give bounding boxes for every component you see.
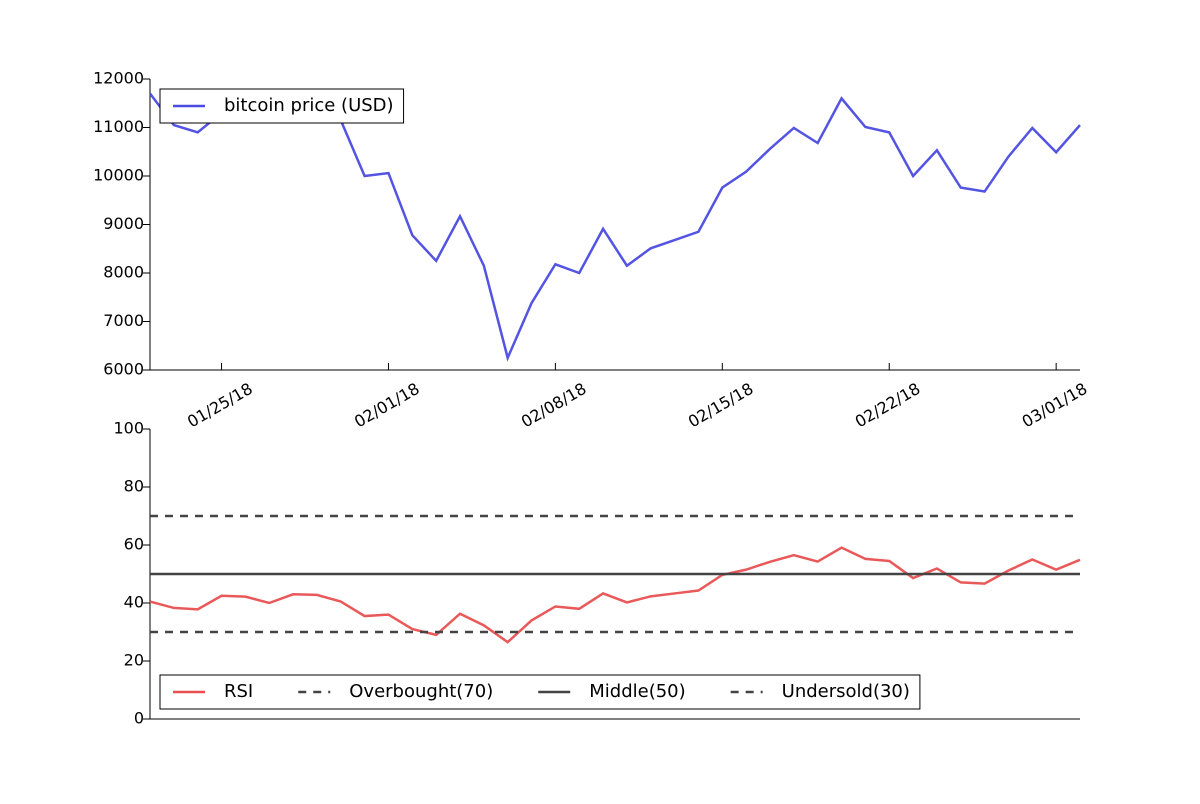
y-tick-label: 7000 <box>103 311 144 330</box>
y-tick-label: 9000 <box>103 214 144 233</box>
line-series <box>149 546 1081 644</box>
y-tick-label: 40 <box>124 593 144 612</box>
y-tick-label: 60 <box>124 535 144 554</box>
x-tick-label: 01/25/18 <box>184 379 256 431</box>
legend: RSI Overbought(70) Middle(50) Undersold(30) <box>159 674 921 710</box>
y-tick-label: 8000 <box>103 263 144 282</box>
x-tick-label: 02/08/18 <box>518 379 590 431</box>
y-tick-label: 12000 <box>93 69 144 88</box>
x-tick-label: 03/01/18 <box>1019 379 1091 431</box>
legend-label: bitcoin price (USD) <box>224 95 394 116</box>
y-tick-label: 80 <box>124 477 144 496</box>
legend-label: Undersold(30) <box>782 681 910 702</box>
y-tick-label: 6000 <box>103 360 144 379</box>
y-tick-label: 20 <box>124 651 144 670</box>
legend-label: RSI <box>224 681 253 702</box>
legend-label: Middle(50) <box>589 681 685 702</box>
y-tick-label: 100 <box>113 419 144 438</box>
legend: bitcoin price (USD) <box>159 88 405 124</box>
y-tick-label: 0 <box>134 709 144 728</box>
legend-label: Overbought(70) <box>349 681 493 702</box>
line-series <box>149 92 1081 362</box>
x-tick-label: 02/15/18 <box>685 379 757 431</box>
x-tick-label: 02/22/18 <box>852 379 924 431</box>
x-tick-label: 02/01/18 <box>351 379 423 431</box>
y-tick-label: 11000 <box>93 117 144 136</box>
y-tick-label: 10000 <box>93 166 144 185</box>
